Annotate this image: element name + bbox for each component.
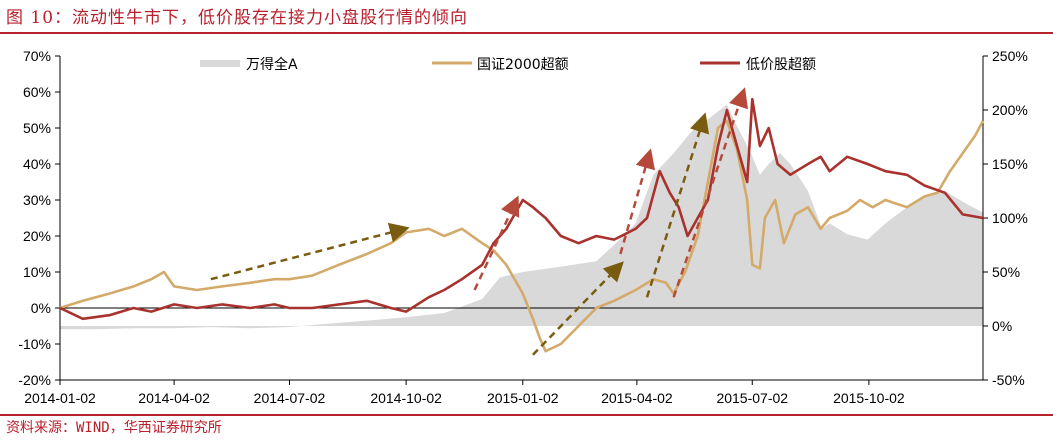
x-tick-label: 2015-07-02: [716, 390, 788, 406]
right-axis-ticks: 250% 200% 150% 100% 50% 0% -50%: [983, 48, 1028, 388]
x-tick-label: 2014-04-02: [138, 390, 210, 406]
series-low-price-line: [59, 97, 984, 321]
legend-label-low-price: 低价股超额: [746, 57, 816, 73]
legend: 万得全A 国证2000超额 低价股超额: [200, 56, 816, 73]
left-tick-label: 20%: [23, 228, 51, 244]
left-axis-ticks: 70% 60% 50% 40% 30% 20% 10% 0% -10% -20%: [18, 48, 60, 388]
source-note: 资料来源：WIND，华西证券研究所: [6, 420, 222, 436]
trend-arrow-red: [672, 87, 749, 298]
series-wind-a-area: [60, 104, 983, 330]
x-axis-ticks: 2014-01-02 2014-04-02 2014-07-02 2014-10-02…: [24, 380, 905, 406]
x-tick-label: 2014-01-02: [24, 390, 96, 406]
trend-arrow-red: [619, 148, 655, 255]
trend-arrow-gold: [532, 261, 624, 356]
legend-swatch-wind-a: [200, 60, 240, 67]
left-tick-label: 30%: [23, 192, 51, 208]
source-rule: [0, 414, 1053, 416]
wind-a-area-layer: [60, 104, 983, 330]
right-tick-label: 200%: [992, 102, 1028, 118]
right-tick-label: 100%: [992, 210, 1028, 226]
left-tick-label: -20%: [18, 372, 51, 388]
left-tick-label: 70%: [23, 48, 51, 64]
x-tick-label: 2015-04-02: [601, 390, 673, 406]
trend-arrow-gold: [210, 222, 410, 281]
right-tick-label: 0%: [992, 318, 1012, 334]
left-tick-label: -10%: [18, 336, 51, 352]
chart-title: 图 10：流动性牛市下，低价股存在接力小盘股行情的倾向: [6, 8, 469, 28]
x-tick-label: 2014-07-02: [254, 390, 326, 406]
x-tick-label: 2015-01-02: [487, 390, 559, 406]
line-layer: [59, 97, 985, 353]
legend-label-wind-a: 万得全A: [246, 56, 298, 73]
trend-arrow-red: [473, 195, 520, 291]
right-tick-label: -50%: [992, 372, 1025, 388]
legend-label-gz2000: 国证2000超额: [477, 57, 569, 73]
left-tick-label: 60%: [23, 84, 51, 100]
title-rule: [0, 32, 1053, 34]
annotation-arrows: [210, 87, 749, 356]
left-tick-label: 40%: [23, 156, 51, 172]
right-tick-label: 150%: [992, 156, 1028, 172]
series-gz2000-line: [59, 119, 985, 353]
right-tick-label: 250%: [992, 48, 1028, 64]
left-tick-label: 0%: [31, 300, 51, 316]
trend-arrow-gold: [645, 112, 710, 298]
left-tick-label: 10%: [23, 264, 51, 280]
left-tick-label: 50%: [23, 120, 51, 136]
right-tick-label: 50%: [992, 264, 1020, 280]
x-tick-label: 2015-10-02: [833, 390, 905, 406]
x-tick-label: 2014-10-02: [370, 390, 442, 406]
